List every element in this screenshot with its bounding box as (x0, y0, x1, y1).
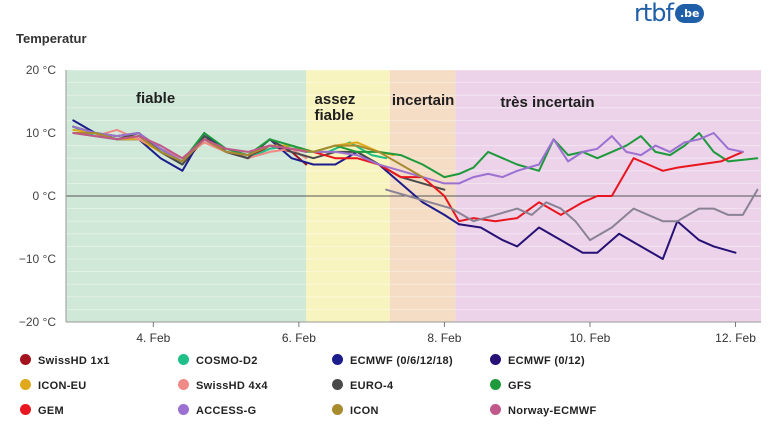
legend-dot-icon (490, 404, 501, 415)
zone-label-1: assez fiable (315, 91, 356, 124)
legend-dot-icon (332, 404, 343, 415)
y-tick-label: 20 °C (26, 63, 56, 77)
legend-item[interactable]: ECMWF (0/12) (490, 354, 585, 367)
legend-label: EURO-4 (350, 380, 394, 392)
legend-label: ICON-EU (38, 380, 87, 392)
series-line-norway-ecmwf (72, 132, 308, 160)
legend-dot-icon (332, 379, 343, 390)
x-tick-label: 4. Feb (136, 331, 170, 345)
series-line-gfs (72, 125, 759, 179)
zone-label-2: incertain (392, 92, 455, 109)
series-line-ecmwf-ens (385, 188, 759, 242)
logo-text: rtbf (634, 0, 674, 27)
legend-dot-icon (20, 354, 31, 365)
logo-badge: .be (674, 3, 705, 23)
legend-item[interactable]: ICON-EU (20, 379, 87, 392)
x-tick-label: 10. Feb (570, 331, 611, 345)
legend-label: SwissHD 1x1 (38, 355, 110, 367)
legend-item[interactable]: SwissHD 4x4 (178, 379, 268, 392)
legend-label: ACCESS-G (196, 405, 257, 417)
legend-dot-icon (20, 379, 31, 390)
legend-item[interactable]: GEM (20, 404, 64, 417)
legend-item[interactable]: Norway-ECMWF (490, 404, 597, 417)
x-tick-label: 8. Feb (427, 331, 461, 345)
x-tick-label: 12. Feb (715, 331, 756, 345)
legend-label: Norway-ECMWF (508, 405, 597, 417)
legend-dot-icon (178, 404, 189, 415)
legend-label: SwissHD 4x4 (196, 380, 268, 392)
legend-label: ICON (350, 405, 379, 417)
zone-label-0: fiable (136, 90, 175, 107)
series-line-gem (312, 150, 744, 223)
legend-item[interactable]: COSMO-D2 (178, 354, 258, 367)
zone-label-3: très incertain (500, 94, 594, 111)
legend-item[interactable]: SwissHD 1x1 (20, 354, 110, 367)
x-tick-label: 6. Feb (282, 331, 316, 345)
y-tick-label: 0 °C (33, 189, 57, 203)
legend-dot-icon (20, 404, 31, 415)
temperature-chart: 20 °C 10 °C 0 °C −10 °C −20 °C 4. Feb 6. Feb 8.… (16, 31, 761, 345)
legend-label: ECMWF (0/6/12/18) (350, 355, 453, 367)
legend-label: ECMWF (0/12) (508, 355, 585, 367)
legend-dot-icon (490, 354, 501, 365)
legend-label: COSMO-D2 (196, 355, 258, 367)
legend-label: GEM (38, 405, 64, 417)
legend-item[interactable]: EURO-4 (332, 379, 393, 392)
series-line-ecmwf-0-12- (458, 220, 737, 260)
legend-dot-icon (178, 354, 189, 365)
y-tick-label: −10 °C (19, 252, 56, 266)
legend-dot-icon (490, 379, 501, 390)
y-tick-label: −20 °C (19, 315, 56, 329)
legend-dot-icon (178, 379, 189, 390)
legend-item[interactable]: ACCESS-G (178, 404, 256, 417)
y-tick-label: 10 °C (26, 126, 56, 140)
legend-item[interactable]: ECMWF (0/6/12/18) (332, 354, 453, 367)
legend-label: GFS (508, 380, 532, 392)
chart-title: Temperatur (16, 31, 87, 46)
legend-item[interactable]: ICON (332, 404, 379, 417)
legend-item[interactable]: GFS (490, 379, 532, 392)
legend-dot-icon (332, 354, 343, 365)
rtbf-logo: rtbf .be (634, 0, 705, 27)
